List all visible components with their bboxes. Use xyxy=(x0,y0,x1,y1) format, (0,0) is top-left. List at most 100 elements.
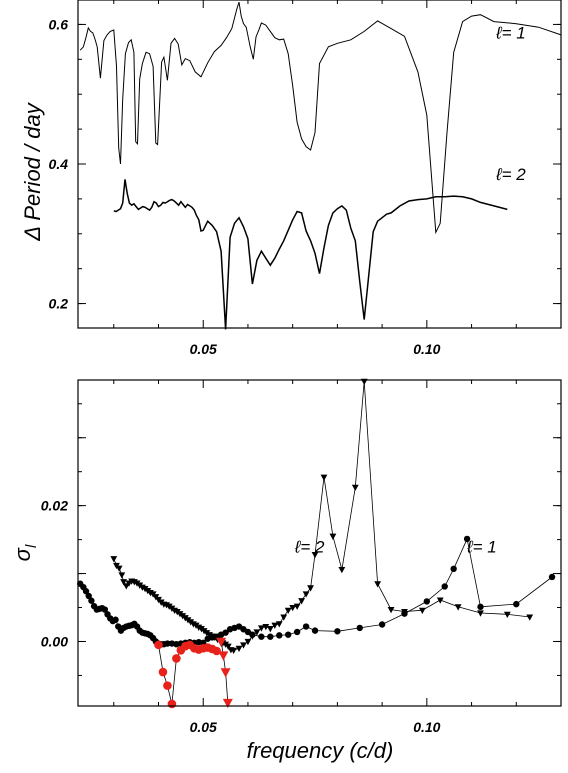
data-point xyxy=(216,637,227,647)
data-point xyxy=(88,597,95,604)
data-point xyxy=(280,614,288,621)
x-tick-label: 0.10 xyxy=(413,341,440,357)
data-point xyxy=(441,583,448,590)
data-point xyxy=(212,646,221,656)
y-tick-label: 0.2 xyxy=(49,296,69,312)
data-point xyxy=(548,573,556,581)
data-point xyxy=(222,698,233,709)
data-point xyxy=(275,621,283,628)
data-point xyxy=(378,621,386,628)
data-point xyxy=(224,643,232,650)
data-point xyxy=(387,607,395,614)
data-point xyxy=(356,624,363,632)
data-point xyxy=(163,681,172,690)
data-point xyxy=(526,614,534,621)
bottom-panel-sigma: 0.00 0.02 0.05 0.10 ℓ= 2 ℓ= 1 σl frequency (c/d… xyxy=(10,378,562,763)
data-point xyxy=(311,627,319,634)
data-point xyxy=(401,609,408,616)
bottom-panel-labels: 0.00 0.02 0.05 0.10 ℓ= 2 ℓ= 1 σl frequency (c/d… xyxy=(10,498,497,763)
data-point xyxy=(436,597,444,604)
data-point xyxy=(293,628,301,636)
data-point xyxy=(271,622,279,629)
data-point xyxy=(257,625,265,632)
data-point xyxy=(418,607,426,614)
data-point xyxy=(374,581,382,588)
top-panel-series xyxy=(79,1,562,330)
data-point xyxy=(351,484,359,492)
data-point xyxy=(220,668,231,678)
data-point xyxy=(503,611,511,619)
series-annotation: ℓ= 1 xyxy=(466,538,497,557)
data-point xyxy=(120,579,128,586)
series-annotation: ℓ= 1 xyxy=(495,23,526,42)
data-point xyxy=(244,638,252,646)
data-point xyxy=(267,633,274,640)
data-point xyxy=(118,572,126,579)
series-red-tri xyxy=(216,637,233,709)
data-point xyxy=(82,588,90,595)
data-point xyxy=(298,598,306,605)
data-point xyxy=(115,565,123,572)
data-point xyxy=(266,626,274,633)
bottom-panel-series xyxy=(77,378,556,709)
data-point xyxy=(334,628,341,635)
x-tick-label: 0.05 xyxy=(190,341,217,357)
x-axis-title: frequency (c/d) xyxy=(247,738,394,763)
y-axis-title-top: Δ Period / day xyxy=(20,101,45,241)
data-point xyxy=(513,600,520,608)
y-axis-title-subscript: l xyxy=(23,544,40,548)
data-point xyxy=(423,598,431,605)
y-tick-label: 0.4 xyxy=(49,156,69,172)
data-point xyxy=(110,556,118,563)
y-tick-label: 0.00 xyxy=(41,633,68,649)
data-point xyxy=(112,616,119,623)
series-annotation: ℓ= 2 xyxy=(294,538,325,557)
data-point xyxy=(284,607,292,614)
series-l1 xyxy=(79,1,562,235)
data-point xyxy=(158,667,168,677)
y-axis-title-symbol: σ xyxy=(10,547,35,561)
series-l2 xyxy=(113,179,508,330)
data-point xyxy=(230,647,238,655)
series-line-l1 xyxy=(79,1,562,235)
data-point xyxy=(101,606,109,613)
data-point xyxy=(320,474,328,481)
y-tick-label: 0.6 xyxy=(49,16,69,32)
data-point xyxy=(463,535,471,543)
data-point xyxy=(262,623,270,631)
data-point xyxy=(154,640,163,650)
top-panel-ticks xyxy=(78,0,562,328)
data-point xyxy=(276,632,283,639)
data-point xyxy=(218,651,229,661)
data-point xyxy=(454,604,462,611)
top-panel-delta-period: 0.2 0.4 0.6 0.05 0.10 ℓ= 1 ℓ= 2 Δ Period / day xyxy=(20,0,562,357)
data-point xyxy=(293,603,301,610)
data-point xyxy=(164,640,171,647)
data-point xyxy=(329,533,337,540)
x-tick-label: 0.05 xyxy=(190,719,217,735)
data-point xyxy=(284,631,292,638)
data-point xyxy=(249,633,256,640)
top-panel-labels: 0.2 0.4 0.6 0.05 0.10 ℓ= 1 ℓ= 2 Δ Period / day xyxy=(20,16,526,357)
data-point xyxy=(172,654,181,663)
data-point xyxy=(240,642,247,649)
data-point xyxy=(477,603,484,611)
bottom-panel-ticks xyxy=(78,380,562,706)
y-axis-title-bottom: σl xyxy=(10,544,40,561)
data-point xyxy=(302,623,310,630)
data-point xyxy=(311,551,319,559)
series-l1 xyxy=(77,535,556,648)
data-point xyxy=(258,633,265,640)
series-red xyxy=(154,640,221,709)
series-annotation: ℓ= 2 xyxy=(495,165,526,184)
data-point xyxy=(289,604,297,612)
series-l2 xyxy=(110,378,534,655)
data-point xyxy=(85,592,92,600)
data-point xyxy=(167,699,177,709)
data-point xyxy=(307,585,314,592)
series-line-l2 xyxy=(113,179,508,330)
y-tick-label: 0.02 xyxy=(41,498,68,514)
series-line-red xyxy=(158,644,217,705)
data-point xyxy=(477,610,484,617)
